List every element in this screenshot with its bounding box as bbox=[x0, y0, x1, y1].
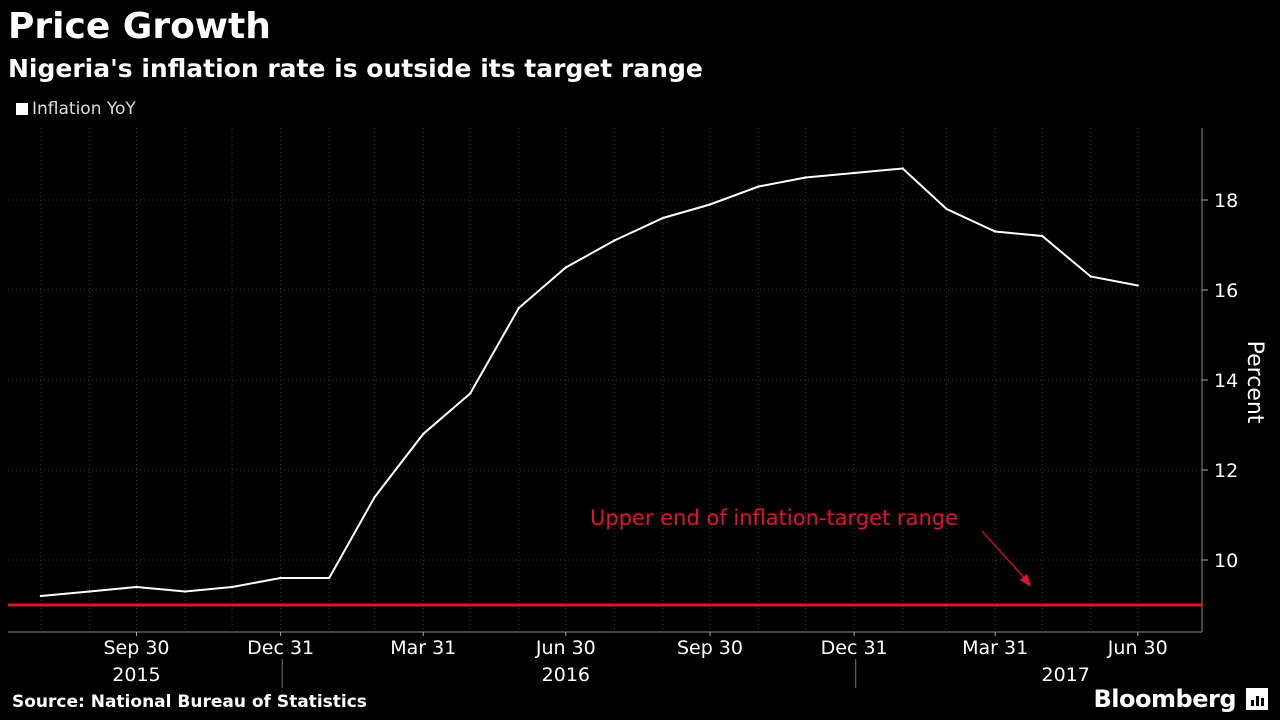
y-tick-label: 18 bbox=[1214, 190, 1238, 212]
x-tick-label: Mar 31 bbox=[962, 637, 1028, 659]
y-tick-label: 14 bbox=[1214, 370, 1238, 392]
data-point bbox=[39, 594, 43, 598]
annotation-arrow-line bbox=[981, 530, 1029, 583]
y-tick-label: 10 bbox=[1214, 550, 1238, 572]
brand-logo: Bloomberg bbox=[1093, 685, 1237, 713]
x-tick-label: Jun 30 bbox=[1107, 637, 1168, 659]
data-point bbox=[993, 230, 997, 233]
x-tick-label: Dec 31 bbox=[247, 637, 314, 659]
source-note: Source: National Bureau of Statistics bbox=[12, 692, 367, 712]
data-point bbox=[469, 392, 472, 395]
x-tick-label: Sep 30 bbox=[103, 637, 169, 659]
chart-title: Price Growth bbox=[8, 6, 271, 47]
data-point bbox=[373, 495, 376, 499]
data-point bbox=[661, 216, 665, 220]
legend-swatch bbox=[16, 103, 28, 115]
x-year-label: 2015 bbox=[112, 664, 160, 686]
y-tick-label: 12 bbox=[1214, 460, 1238, 482]
legend: Inflation YoY bbox=[16, 99, 136, 119]
data-point bbox=[852, 171, 856, 175]
data-point bbox=[135, 585, 138, 589]
data-point bbox=[328, 576, 331, 580]
data-point bbox=[230, 585, 234, 589]
data-point bbox=[901, 167, 904, 170]
data-point bbox=[183, 590, 187, 593]
data-point bbox=[88, 590, 91, 593]
target-annotation-label: Upper end of inflation-target range bbox=[590, 506, 958, 530]
x-tick-label: Mar 31 bbox=[390, 637, 456, 659]
inflation-series-line bbox=[40, 167, 1138, 597]
y-tick-label: 16 bbox=[1214, 280, 1238, 302]
data-point bbox=[1040, 234, 1044, 238]
x-year-label: 2016 bbox=[542, 664, 590, 686]
x-tick-label: Dec 31 bbox=[821, 637, 888, 659]
chart-subtitle: Nigeria's inflation rate is outside its … bbox=[8, 54, 703, 83]
data-point bbox=[804, 176, 807, 179]
legend-label: Inflation YoY bbox=[32, 99, 136, 119]
data-point bbox=[613, 239, 616, 242]
data-point bbox=[1136, 284, 1139, 287]
annotation-arrow-head bbox=[1020, 574, 1031, 587]
data-point bbox=[564, 266, 568, 269]
data-point bbox=[517, 306, 521, 310]
bloomberg-bars-icon bbox=[1246, 688, 1268, 710]
x-tick-label: Jun 30 bbox=[535, 637, 596, 659]
y-axis-label: Percent bbox=[1242, 341, 1267, 424]
data-point bbox=[1089, 275, 1092, 278]
data-point bbox=[279, 576, 282, 580]
data-point bbox=[757, 185, 760, 188]
x-tick-label: Sep 30 bbox=[677, 637, 743, 659]
data-point bbox=[945, 207, 948, 211]
x-year-label: 2017 bbox=[1041, 664, 1089, 686]
data-point bbox=[708, 203, 712, 206]
data-point bbox=[422, 432, 425, 436]
